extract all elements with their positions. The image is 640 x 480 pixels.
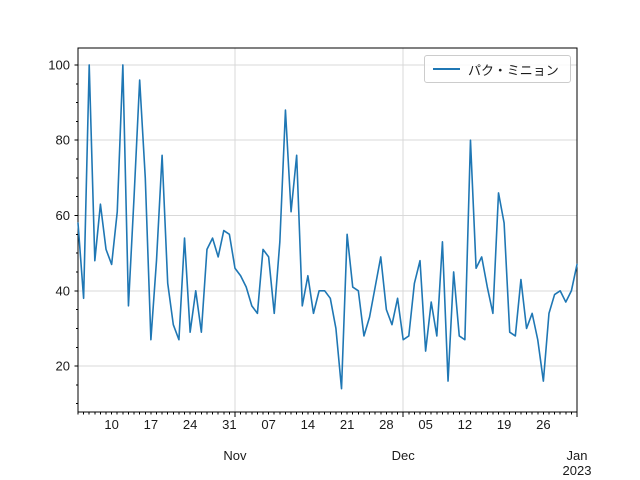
x-month-label: Dec <box>392 448 416 463</box>
x-day-tick-label: 26 <box>536 417 550 432</box>
x-day-tick-label: 07 <box>261 417 275 432</box>
x-day-tick-label: 14 <box>301 417 315 432</box>
x-month-label: Nov <box>223 448 247 463</box>
y-tick-label: 100 <box>48 57 70 72</box>
legend-line-sample <box>433 68 460 70</box>
x-day-tick-label: 21 <box>340 417 354 432</box>
x-day-tick-label: 31 <box>222 417 236 432</box>
x-day-tick-label: 24 <box>183 417 197 432</box>
y-tick-label: 20 <box>56 359 70 374</box>
gridlines <box>78 48 578 412</box>
legend: パク・ミニョン <box>424 55 571 83</box>
y-tick-label: 40 <box>56 283 70 298</box>
x-day-tick-label: 12 <box>458 417 472 432</box>
x-day-tick-label: 10 <box>104 417 118 432</box>
series-line <box>77 64 578 390</box>
ticks <box>74 64 578 417</box>
tick-labels: 20 40 60 80 100 10 17 24 31 07 14 21 28 05 12 19 26 Nov De… <box>48 57 591 478</box>
x-month-label: Jan <box>567 448 588 463</box>
y-tick-label: 60 <box>56 208 70 223</box>
x-day-tick-label: 19 <box>497 417 511 432</box>
y-tick-label: 80 <box>56 133 70 148</box>
x-day-tick-label: 17 <box>144 417 158 432</box>
x-day-tick-label: 28 <box>379 417 393 432</box>
plot-frame <box>77 47 578 413</box>
legend-label: パク・ミニョン <box>468 62 559 78</box>
x-year-label: 2023 <box>563 463 592 478</box>
x-day-tick-label: 05 <box>418 417 432 432</box>
